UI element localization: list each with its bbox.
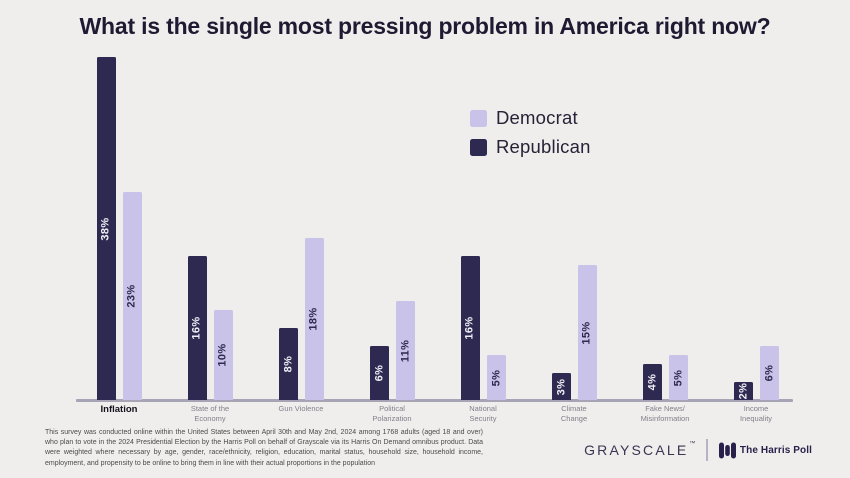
bar-group: 4% 5%: [642, 355, 688, 400]
bar-label-wrap: 4%: [643, 364, 662, 400]
bar-value-label: 5%: [489, 369, 502, 386]
bar-value-label: 3%: [554, 378, 567, 395]
category-label: Fake News/ Misinformation: [640, 404, 690, 423]
bar-label-wrap: 16%: [461, 256, 480, 400]
bar-value-label: 5%: [671, 369, 684, 386]
harris-poll-logo: The Harris Poll: [718, 442, 812, 459]
grayscale-logo: GRAYSCALE ™: [584, 441, 696, 458]
bar-label-wrap: 23%: [123, 192, 142, 400]
bar-republican: 38%: [96, 57, 116, 400]
bar-value-label: 6%: [762, 364, 775, 382]
bar-republican: 16%: [460, 256, 480, 400]
bar-label-wrap: 5%: [487, 355, 506, 400]
survey-disclaimer: This survey was conducted online within …: [45, 429, 483, 467]
bar-democrat: 11%: [395, 301, 415, 400]
bar-value-label: 18%: [308, 307, 320, 331]
bar-group: 8% 18%: [278, 238, 324, 400]
bar-republican: 3%: [551, 373, 571, 400]
bar-value-label: 10%: [217, 343, 229, 367]
plot-area: 38% 23% 16% 10% 8% 18% 6% 11% 16% 5% 3% 15% 4% 5% 2% 6%: [78, 57, 792, 400]
bar-value-label: 2%: [736, 382, 749, 400]
legend-item-republican: Republican: [470, 136, 591, 158]
bar-value-label: 11%: [399, 339, 412, 362]
bar-republican: 8%: [278, 328, 298, 400]
harris-poll-icon: [718, 442, 736, 458]
bar-value-label: 8%: [281, 355, 294, 373]
bar-group: 16% 5%: [460, 256, 506, 400]
bar-value-label: 15%: [581, 320, 593, 345]
bar-group: 16% 10%: [187, 256, 233, 400]
bar-label-wrap: 3%: [552, 373, 571, 400]
bar-label-wrap: 15%: [578, 265, 597, 400]
bar-label-wrap: 10%: [214, 310, 233, 400]
bar-label-wrap: 18%: [305, 238, 324, 400]
legend-label: Democrat: [496, 107, 578, 128]
bar-group: 6% 11%: [369, 301, 415, 400]
bar-value-label: 4%: [645, 373, 658, 391]
bar-label-wrap: 8%: [279, 328, 298, 400]
bar-label-wrap: 38%: [97, 57, 116, 400]
harris-poll-wordmark: The Harris Poll: [739, 444, 812, 456]
bar-group: 2% 6%: [733, 346, 779, 400]
bar-democrat: 6%: [759, 346, 779, 400]
category-label: Gun Violence: [278, 404, 324, 413]
bar-group: 3% 15%: [551, 265, 597, 400]
republican-swatch: [470, 138, 487, 156]
democrat-swatch: [470, 109, 487, 127]
bar-value-label: 6%: [372, 364, 385, 382]
category-label: Income Inequality: [739, 404, 773, 423]
bar-democrat: 10%: [213, 310, 233, 400]
category-label: State of the Economy: [190, 404, 230, 423]
bar-democrat: 15%: [577, 265, 597, 400]
bar-value-label: 16%: [464, 316, 476, 340]
category-label: National Security: [469, 404, 497, 423]
bar-value-label: 38%: [100, 216, 112, 241]
logo-divider: [706, 439, 708, 461]
bar-democrat: 18%: [304, 238, 324, 400]
chart-legend: Democrat Republican: [470, 107, 591, 158]
page-title: What is the single most pressing problem…: [79, 13, 771, 39]
legend-label: Republican: [496, 136, 591, 157]
bar-label-wrap: 5%: [669, 355, 688, 400]
bar-group: 38% 23%: [96, 57, 142, 400]
bar-value-label: 16%: [191, 316, 203, 340]
x-axis-line: [76, 399, 793, 402]
bar-label-wrap: 11%: [396, 301, 415, 400]
bar-label-wrap: 6%: [370, 346, 389, 400]
bar-democrat: 5%: [486, 355, 506, 400]
bar-republican: 2%: [733, 382, 753, 400]
bar-value-label: 23%: [126, 284, 138, 308]
grayscale-wordmark: GRAYSCALE: [584, 442, 689, 458]
category-label: Inflation: [100, 404, 138, 415]
bar-democrat: 23%: [122, 192, 142, 400]
bar-republican: 6%: [369, 346, 389, 400]
category-label: Political Polarization: [372, 404, 412, 423]
bar-label-wrap: 6%: [760, 346, 779, 400]
bar-republican: 16%: [187, 256, 207, 400]
bar-republican: 4%: [642, 364, 662, 400]
bar-label-wrap: 2%: [734, 382, 753, 400]
trademark-symbol: ™: [689, 441, 696, 447]
category-label: Climate Change: [560, 404, 588, 423]
bar-label-wrap: 16%: [188, 256, 207, 400]
legend-item-democrat: Democrat: [470, 107, 591, 129]
footer-logos: GRAYSCALE ™ The Harris Poll: [584, 438, 812, 462]
bar-democrat: 5%: [668, 355, 688, 400]
